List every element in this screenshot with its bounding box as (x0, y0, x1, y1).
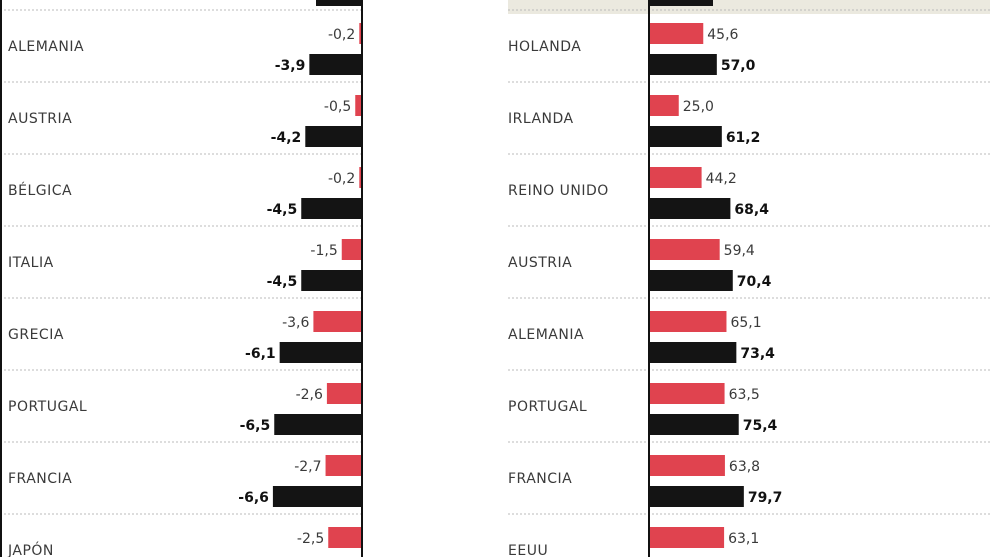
left-category-label: JAPÓN (7, 541, 54, 557)
right-bar-series1 (649, 23, 704, 44)
right-bar-series1 (649, 239, 720, 260)
left-bar-series2 (274, 414, 362, 435)
left-data-label-series2: -4,5 (267, 274, 298, 290)
left-data-label-series1: -0,2 (328, 171, 355, 187)
left-bar-series2 (301, 270, 362, 291)
left-category-label: PORTUGAL (8, 399, 87, 415)
right-data-label-series1: 59,4 (724, 243, 755, 259)
left-bar-series2 (279, 342, 362, 363)
left-data-label-series1: -1,5 (310, 243, 337, 259)
right-bar-series1 (649, 383, 725, 404)
right-data-label-series2: 70,4 (737, 274, 772, 290)
header-bar-stub-left (316, 0, 362, 6)
left-data-label-series1: -3,6 (282, 315, 309, 331)
left-data-label-series2: -3,9 (275, 58, 306, 74)
left-data-label-series2: -6,1 (245, 346, 276, 362)
right-category-label: FRANCIA (508, 471, 572, 487)
right-data-label-series2: 73,4 (740, 346, 775, 362)
left-bar-series1 (355, 95, 362, 116)
left-bar-series1 (313, 311, 362, 332)
left-bar-series2 (301, 198, 362, 219)
left-category-label: AUSTRIA (8, 111, 72, 127)
right-bar-series1 (649, 95, 679, 116)
right-category-label: HOLANDA (508, 39, 581, 55)
left-bar-series2 (305, 126, 362, 147)
left-bar-series1 (325, 455, 362, 476)
right-bar-series1 (649, 311, 727, 332)
right-data-label-series2: 57,0 (721, 58, 756, 74)
right-bar-series1 (649, 167, 702, 188)
right-bar-series2 (649, 342, 737, 363)
left-data-label-series2: -6,5 (240, 418, 271, 434)
right-data-label-series1: 25,0 (683, 99, 714, 115)
left-data-label-series2: -6,6 (238, 490, 269, 506)
left-data-label-series1: -2,6 (296, 387, 323, 403)
right-bar-series1 (649, 455, 725, 476)
right-bar-series2 (649, 54, 717, 75)
left-bar-series2 (272, 486, 362, 507)
right-bar-series2 (649, 126, 722, 147)
right-category-label: REINO UNIDO (508, 183, 609, 199)
right-bar-series2 (649, 198, 731, 219)
right-data-label-series2: 75,4 (743, 418, 778, 434)
left-data-label-series1: -2,5 (297, 531, 324, 547)
left-bar-series1 (341, 239, 362, 260)
left-category-label: BÉLGICA (8, 182, 72, 199)
left-bar-series1 (359, 23, 362, 44)
right-category-label: AUSTRIA (508, 255, 572, 271)
right-data-label-series1: 45,6 (707, 27, 738, 43)
left-bar-series1 (328, 527, 362, 548)
left-category-label: FRANCIA (8, 471, 72, 487)
right-data-label-series2: 79,7 (748, 490, 783, 506)
left-data-label-series1: -0,5 (324, 99, 351, 115)
left-category-label: ALEMANIA (8, 39, 84, 55)
right-category-label: ALEMANIA (508, 327, 584, 343)
right-category-label: PORTUGAL (508, 399, 587, 415)
right-data-label-series1: 44,2 (706, 171, 737, 187)
right-bar-series1 (649, 527, 725, 548)
left-bar-series1 (326, 383, 362, 404)
right-bar-series2 (649, 270, 733, 291)
right-bar-series2 (649, 486, 744, 507)
right-data-label-series1: 63,5 (729, 387, 760, 403)
right-data-label-series2: 61,2 (726, 130, 761, 146)
left-data-label-series1: -2,7 (294, 459, 321, 475)
right-data-label-series1: 63,8 (729, 459, 760, 475)
left-data-label-series2: -4,2 (271, 130, 302, 146)
right-category-label: EEUU (508, 543, 548, 557)
right-bar-series2 (649, 414, 739, 435)
left-category-label: ITALIA (8, 255, 54, 271)
header-bar-stub-right (649, 0, 713, 6)
right-data-label-series1: 65,1 (730, 315, 761, 331)
right-category-label: IRLANDA (508, 111, 574, 127)
left-bar-series2 (309, 54, 362, 75)
left-data-label-series2: -4,5 (267, 202, 298, 218)
right-data-label-series2: 68,4 (734, 202, 769, 218)
left-data-label-series1: -0,2 (328, 27, 355, 43)
header-band (508, 0, 990, 14)
left-bar-series1 (359, 167, 362, 188)
left-category-label: GRECIA (8, 327, 64, 343)
right-data-label-series1: 63,1 (728, 531, 759, 547)
